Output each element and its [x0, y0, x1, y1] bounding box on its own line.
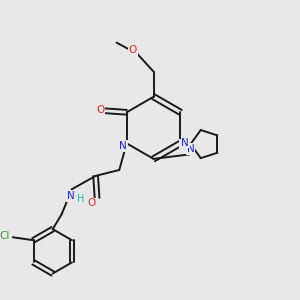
Text: N: N [181, 138, 189, 148]
Text: N: N [180, 140, 188, 150]
Text: O: O [129, 45, 137, 55]
Text: Cl: Cl [0, 231, 10, 241]
Text: O: O [96, 105, 104, 115]
Text: H: H [76, 194, 84, 204]
Text: N: N [67, 191, 74, 201]
Text: N: N [119, 141, 127, 151]
Text: O: O [87, 198, 95, 208]
Text: N: N [187, 144, 194, 154]
